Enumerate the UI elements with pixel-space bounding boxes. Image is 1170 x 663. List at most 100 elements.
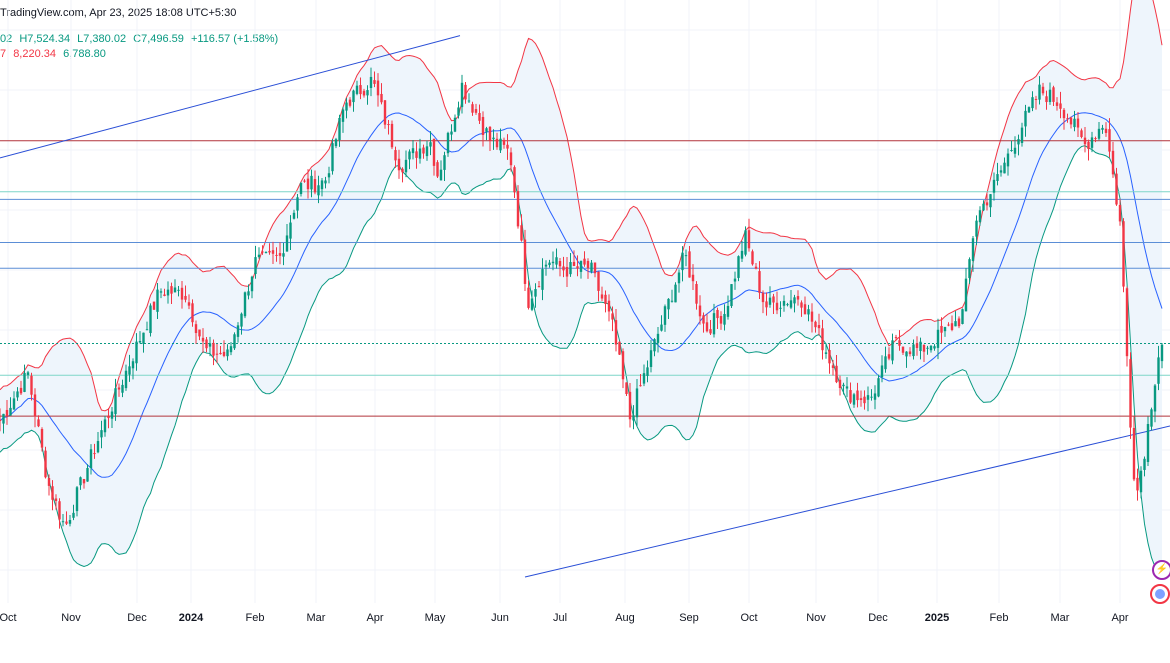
x-tick-label: Dec	[868, 612, 888, 624]
candle-body	[236, 325, 240, 337]
candle-body	[2, 413, 5, 424]
candle-body	[761, 292, 765, 303]
candle-body	[663, 306, 667, 325]
candle-body	[33, 394, 37, 417]
candle-body	[499, 138, 502, 151]
x-tick-label: 2024	[179, 612, 204, 624]
candle-body	[425, 146, 429, 157]
candle-body	[523, 239, 527, 284]
candle-body	[278, 253, 282, 256]
candle-body	[222, 351, 226, 356]
candle-body	[726, 305, 730, 317]
upper-trendline	[0, 35, 461, 159]
candle-body	[380, 93, 383, 103]
candle-body	[551, 261, 555, 264]
candle-body	[754, 266, 758, 269]
candle-body	[957, 318, 961, 327]
x-tick-label: May	[425, 612, 446, 624]
candle-body	[593, 262, 597, 274]
candle-body	[219, 352, 222, 355]
candle-body	[460, 82, 464, 108]
candle-body	[880, 365, 884, 378]
candle-body	[712, 313, 716, 335]
candle-body	[233, 334, 236, 349]
bolt-icon[interactable]: ⚡	[1152, 560, 1170, 580]
candle-body	[453, 117, 457, 132]
candle-body	[733, 278, 737, 282]
candle-body	[429, 142, 432, 147]
candle-body	[632, 415, 635, 421]
candle-body	[285, 235, 289, 252]
x-tick-label: Oct	[740, 612, 757, 624]
x-tick-label: Dec	[127, 612, 147, 624]
candle-body	[586, 260, 590, 269]
candle-body	[215, 353, 219, 355]
globe-icon[interactable]	[1150, 584, 1170, 604]
candle-body	[968, 259, 971, 279]
candle-body	[814, 321, 817, 328]
candle-body	[656, 333, 660, 343]
candle-body	[5, 409, 9, 417]
candle-body	[936, 329, 940, 348]
candle-body	[180, 287, 184, 300]
candle-body	[796, 296, 800, 300]
candle-body	[541, 269, 544, 290]
candle-body	[439, 169, 443, 181]
candle-body	[852, 394, 856, 405]
candle-body	[390, 123, 394, 148]
candle-body	[184, 295, 187, 300]
candle-body	[635, 388, 639, 418]
candle-body	[159, 291, 163, 293]
candle-body	[114, 388, 117, 415]
x-tick-label: Mar	[307, 612, 326, 624]
candle-body	[555, 257, 558, 265]
candle-body	[828, 350, 831, 364]
candle-body	[758, 271, 761, 293]
bollinger-row: 7 8,220.34 6,788.80	[0, 48, 110, 60]
candle-body	[359, 85, 362, 95]
candle-body	[866, 395, 870, 400]
candle-body	[65, 521, 68, 524]
candle-body	[12, 398, 16, 410]
candle-body	[135, 341, 138, 364]
candle-body	[89, 449, 93, 469]
candle-body	[730, 284, 733, 307]
candle-body	[688, 251, 691, 278]
candle-body	[849, 390, 852, 403]
candle-body	[709, 329, 712, 334]
candle-body	[404, 159, 408, 173]
candle-body	[1125, 288, 1129, 357]
candle-body	[436, 162, 439, 177]
candle-body	[670, 300, 674, 302]
bollinger-upper-band	[0, 0, 1163, 412]
x-tick-label: 2025	[925, 612, 949, 624]
candle-body	[982, 203, 985, 211]
candle-body	[1143, 458, 1146, 470]
candle-body	[257, 254, 261, 258]
candle-body	[1031, 97, 1034, 109]
candle-body	[779, 307, 782, 309]
candle-body	[142, 332, 145, 344]
candle-body	[345, 102, 348, 111]
candle-body	[1129, 359, 1132, 428]
candle-body	[558, 261, 562, 267]
candle-body	[534, 289, 537, 297]
candle-body	[75, 487, 79, 512]
candle-body	[747, 230, 751, 249]
candle-body	[971, 238, 975, 261]
candle-body	[352, 90, 355, 103]
candle-body	[905, 351, 908, 357]
candle-body	[887, 354, 891, 359]
bb-lower-value: 6,788.80	[63, 48, 106, 60]
candle-body	[1045, 96, 1048, 103]
candle-body	[653, 339, 656, 352]
candle-body	[569, 262, 572, 275]
candle-body	[478, 112, 481, 121]
x-tick-label: Jul	[553, 612, 567, 624]
candle-body	[744, 230, 747, 255]
candle-body	[803, 304, 807, 315]
candle-body	[716, 309, 719, 319]
candle-body	[415, 151, 418, 158]
candle-body	[481, 116, 485, 136]
